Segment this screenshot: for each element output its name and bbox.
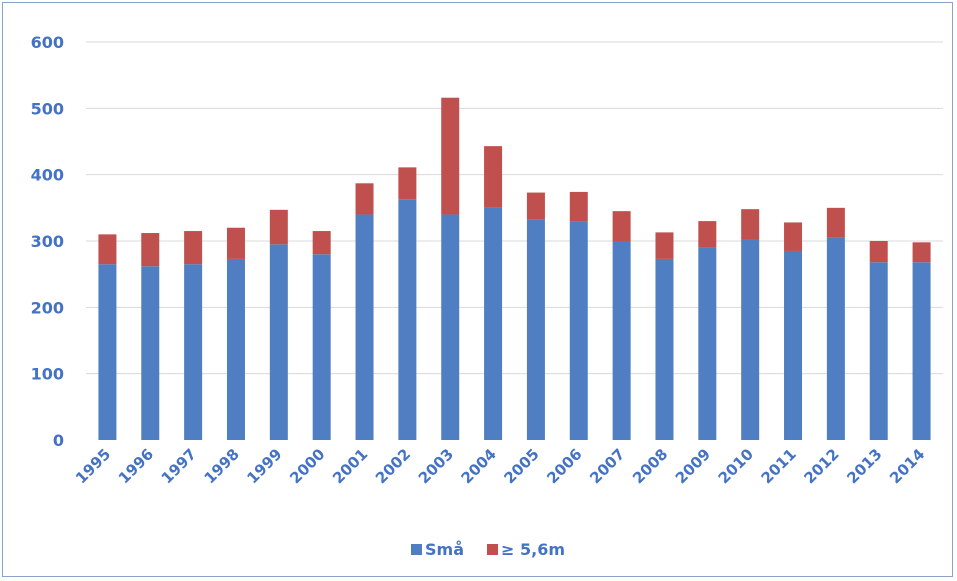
x-tick-label: 2008 <box>629 445 671 487</box>
bar-large <box>698 221 717 248</box>
bar-sma <box>612 241 631 440</box>
legend-label-sma: Små <box>425 540 464 559</box>
bar-large <box>398 167 417 200</box>
bar-large <box>269 209 288 245</box>
x-tick-label: 1997 <box>158 445 200 487</box>
bar-sma <box>141 266 160 440</box>
x-tick-label: 2000 <box>286 445 328 487</box>
bar-sma <box>484 207 503 440</box>
bar-large <box>441 97 460 215</box>
x-tick-label: 2007 <box>586 445 628 487</box>
bars <box>98 97 931 440</box>
bar-sma <box>698 247 717 440</box>
x-tick-label: 2002 <box>372 445 414 487</box>
x-tick-label: 1998 <box>201 445 243 487</box>
bar-sma <box>441 214 460 440</box>
x-tick-label: 2014 <box>886 445 928 487</box>
bar-large <box>826 207 845 238</box>
bar-large <box>484 146 503 208</box>
bar-large <box>784 222 803 251</box>
bar-sma <box>741 239 760 440</box>
x-tick-label: 2012 <box>800 445 842 487</box>
legend-swatch-large <box>487 544 498 555</box>
x-tick-label: 2011 <box>758 445 800 487</box>
bar-sma <box>526 219 545 440</box>
bar-large <box>741 209 760 240</box>
y-axis-ticks: 0 100 200 300 400 500 600 <box>31 33 64 450</box>
bar-sma <box>269 244 288 440</box>
bar-sma <box>826 237 845 440</box>
x-tick-label: 2006 <box>543 445 585 487</box>
bar-sma <box>569 221 588 440</box>
x-tick-label: 2004 <box>458 445 500 487</box>
bar-sma <box>226 258 245 440</box>
x-tick-label: 1996 <box>115 445 157 487</box>
bar-large <box>912 242 931 263</box>
y-tick-label: 100 <box>31 365 64 384</box>
bar-sma <box>869 262 888 440</box>
x-tick-label: 2009 <box>672 445 714 487</box>
y-tick-label: 600 <box>31 33 64 52</box>
bar-sma <box>355 214 374 440</box>
x-tick-label: 2010 <box>715 445 757 487</box>
bar-large <box>226 227 245 259</box>
bar-large <box>141 233 160 267</box>
bar-sma <box>312 254 331 440</box>
x-axis-ticks: 1995 1996 1997 1998 1999 2000 2001 2002 2003 2004… <box>72 445 928 487</box>
bar-large <box>526 192 545 220</box>
bar-large <box>655 232 674 259</box>
bar-large <box>569 191 588 222</box>
bar-large <box>98 234 117 265</box>
x-tick-label: 2003 <box>415 445 457 487</box>
bar-large <box>869 241 888 263</box>
bar-large <box>355 183 374 215</box>
legend-label-large: ≥ 5,6m <box>501 540 565 559</box>
x-tick-label: 2001 <box>329 445 371 487</box>
x-tick-label: 2013 <box>843 445 885 487</box>
x-tick-label: 1999 <box>243 445 285 487</box>
bar-sma <box>655 258 674 440</box>
y-tick-label: 200 <box>31 298 64 317</box>
gridlines <box>86 41 943 375</box>
x-tick-label: 1995 <box>72 445 114 487</box>
bar-sma <box>784 250 803 440</box>
bar-sma <box>398 199 417 440</box>
bar-large <box>184 231 203 265</box>
y-tick-label: 300 <box>31 232 64 251</box>
legend: Små ≥ 5,6m <box>411 540 565 559</box>
bar-large <box>612 211 631 241</box>
y-tick-label: 500 <box>31 99 64 118</box>
bar-large <box>312 231 331 255</box>
y-tick-label: 0 <box>53 431 64 450</box>
y-tick-label: 400 <box>31 166 64 185</box>
x-tick-label: 2005 <box>501 445 543 487</box>
legend-swatch-sma <box>411 544 422 555</box>
bar-sma <box>98 264 117 440</box>
bar-sma <box>184 264 203 440</box>
bar-sma <box>912 262 931 440</box>
